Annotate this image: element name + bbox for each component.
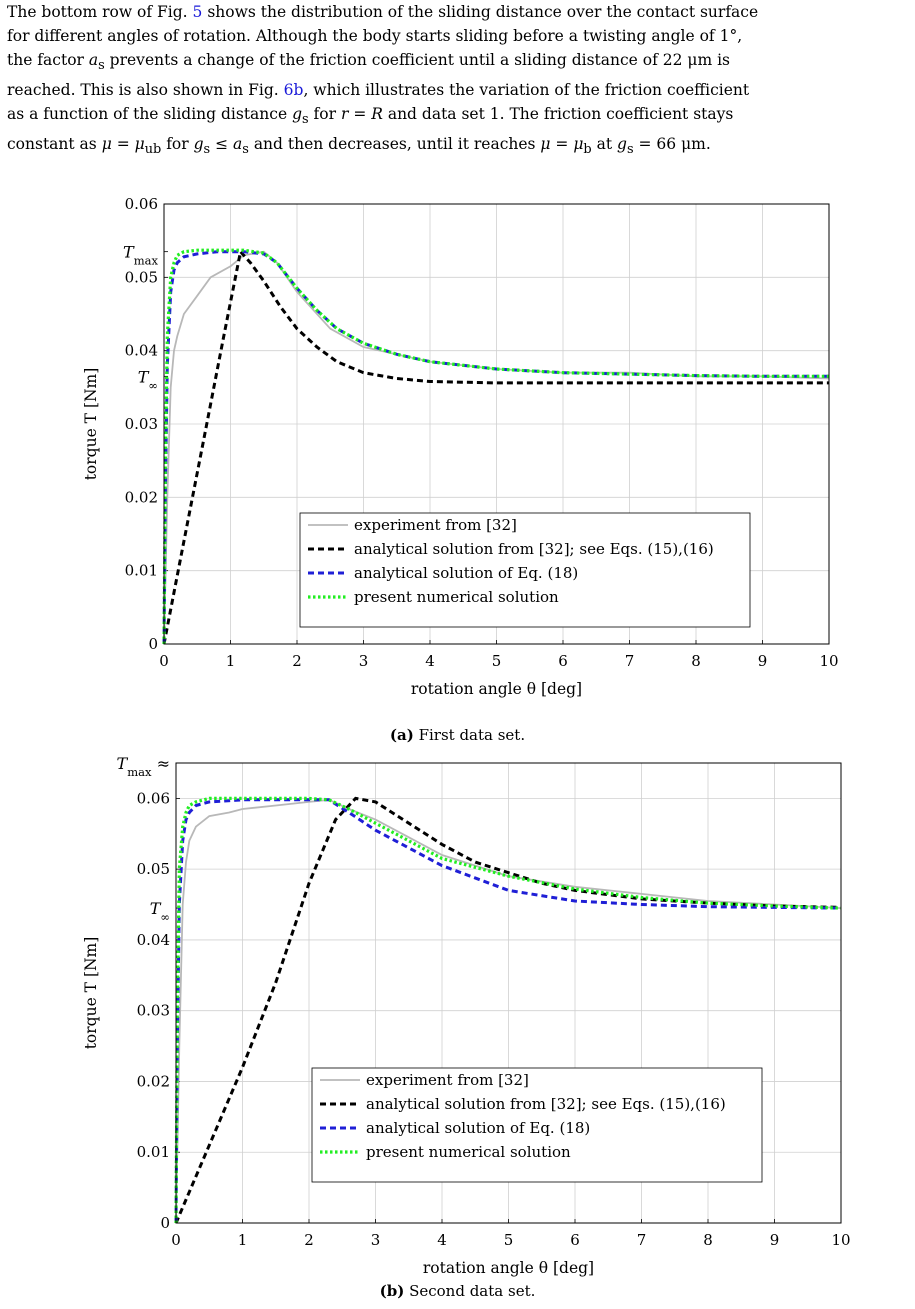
- paragraph-line: as a function of the sliding distance gs…: [7, 105, 734, 128]
- x-tick-label: 4: [425, 652, 435, 670]
- legend-entry: analytical solution from [32]; see Eqs. …: [354, 540, 714, 558]
- paragraph-line: the factor as prevents a change of the f…: [7, 51, 731, 74]
- x-tick-label: 3: [359, 652, 369, 670]
- y-tick-label: 0.02: [125, 488, 158, 506]
- caption-a-text: First data set.: [418, 726, 526, 744]
- y-tick-label: 0.06: [137, 789, 170, 807]
- series-line: [162, 250, 829, 645]
- x-tick-label: 1: [238, 1231, 248, 1249]
- x-tick-label: 10: [831, 1231, 850, 1249]
- x-tick-label: 1: [226, 652, 236, 670]
- x-tick-label: 3: [371, 1231, 381, 1249]
- legend: experiment from [32] analytical solution …: [311, 1067, 763, 1183]
- x-tick-label: 9: [758, 652, 768, 670]
- caption-a: (a) First data set.: [0, 726, 915, 744]
- y-tick-label: 0: [160, 1214, 170, 1232]
- legend-entry: present numerical solution: [366, 1143, 571, 1161]
- series-line: [174, 798, 842, 1224]
- y-tick-label: 0.02: [137, 1072, 170, 1090]
- figure-b: 0 1 2 3 4 5 6 7 8 9 10 0 0.01 0.02 0.03 0.04 0.05 0.06 Tma…: [0, 750, 915, 1280]
- x-tick-label: 2: [304, 1231, 314, 1249]
- torque-chart-second-data-set: 0 1 2 3 4 5 6 7 8 9 10 0 0.01 0.02 0.03 0.04 0.05 0.06 Tma…: [82, 754, 851, 1277]
- y-tick-label: 0.01: [137, 1143, 170, 1161]
- caption-b-text: Second data set.: [409, 1282, 536, 1300]
- legend-box: [299, 512, 751, 628]
- x-tick-label: 9: [770, 1231, 780, 1249]
- paragraph-line: reached. This is also shown in Fig. 6b, …: [7, 81, 750, 100]
- y-tick-label: 0.03: [137, 1002, 170, 1020]
- series-line: [162, 248, 829, 645]
- legend-entry: experiment from [32]: [354, 516, 517, 534]
- y-tick-label: 0.03: [125, 415, 158, 433]
- x-tick-label: 4: [437, 1231, 447, 1249]
- y-axis-label: torque T [Nm]: [82, 368, 100, 481]
- x-tick-label: 0: [171, 1231, 181, 1249]
- x-tick-label: 7: [625, 652, 635, 670]
- x-tick-label: 5: [504, 1231, 514, 1249]
- plot-frame: [175, 762, 842, 1224]
- legend-box: [311, 1067, 763, 1183]
- series-line: [174, 796, 842, 1224]
- special-tick-label: Tmax: [123, 243, 158, 268]
- x-tick-label: 6: [558, 652, 568, 670]
- x-tick-label: 5: [492, 652, 502, 670]
- body-paragraph: The bottom row of Fig. 5 shows the distr…: [7, 0, 907, 162]
- y-tick-label: 0.06: [125, 195, 158, 213]
- torque-chart-first-data-set: 0 1 2 3 4 5 6 7 8 9 10 0 0.01 0.02 0.03 0.04 0.05 0.06 Tma…: [82, 195, 839, 698]
- legend-entry: present numerical solution: [354, 588, 559, 606]
- legend: experiment from [32] analytical solution …: [299, 512, 751, 628]
- paragraph-line: for different angles of rotation. Althou…: [7, 27, 743, 45]
- special-tick-label: T∞: [138, 367, 158, 392]
- figure-a: 0 1 2 3 4 5 6 7 8 9 10 0 0.01 0.02 0.03 0.04 0.05 0.06 Tma…: [0, 190, 915, 710]
- paragraph-line: The bottom row of Fig. 5 shows the distr…: [7, 3, 759, 21]
- plot-frame: [163, 203, 830, 645]
- x-tick-label: 10: [819, 652, 838, 670]
- caption-b: (b) Second data set.: [0, 1282, 915, 1300]
- y-tick-label: 0: [148, 635, 158, 653]
- legend-entry: analytical solution of Eq. (18): [354, 564, 578, 582]
- x-tick-label: 7: [637, 1231, 647, 1249]
- x-tick-label: 2: [292, 652, 302, 670]
- x-tick-label: 8: [703, 1231, 713, 1249]
- x-tick-label: 0: [159, 652, 169, 670]
- x-axis-label: rotation angle θ [deg]: [411, 680, 582, 698]
- y-tick-label: 0.04: [137, 931, 170, 949]
- x-tick-label: 8: [691, 652, 701, 670]
- y-tick-label: 0.05: [125, 268, 158, 286]
- special-tick-label: Tmax ≈: [117, 754, 170, 779]
- legend-entry: experiment from [32]: [366, 1071, 529, 1089]
- special-tick-label: T∞: [150, 899, 170, 924]
- y-axis-label: torque T [Nm]: [82, 937, 100, 1050]
- y-tick-label: 0.05: [137, 860, 170, 878]
- series-line: [162, 248, 829, 645]
- x-tick-label: 6: [570, 1231, 580, 1249]
- caption-a-label: (a): [389, 726, 414, 744]
- y-tick-label: 0.04: [125, 342, 158, 360]
- x-axis-label: rotation angle θ [deg]: [423, 1259, 594, 1277]
- caption-b-label: (b): [379, 1282, 405, 1300]
- y-tick-label: 0.01: [125, 562, 158, 580]
- legend-entry: analytical solution from [32]; see Eqs. …: [366, 1095, 726, 1113]
- paragraph-line: constant as μ = μub for gs ≤ as and then…: [7, 135, 711, 158]
- legend-entry: analytical solution of Eq. (18): [366, 1119, 590, 1137]
